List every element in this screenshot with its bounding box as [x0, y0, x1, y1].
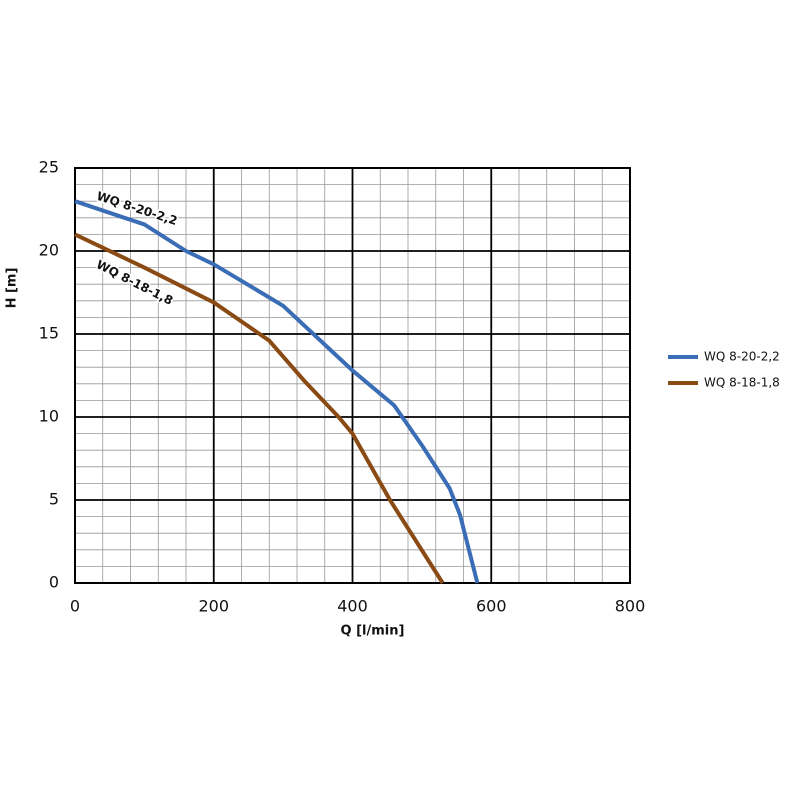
y-tick-label: 0: [49, 573, 59, 592]
y-axis-label: H [m]: [5, 268, 20, 309]
x-tick-label: 800: [615, 597, 646, 616]
x-tick-label: 400: [337, 597, 368, 616]
y-tick-label: 20: [39, 241, 59, 260]
y-tick-label: 5: [49, 490, 59, 509]
x-tick-label: 0: [70, 597, 80, 616]
legend-label: WQ 8-18-1,8: [704, 376, 780, 390]
y-tick-label: 15: [39, 324, 59, 343]
y-tick-label: 10: [39, 407, 59, 426]
series-line: [74, 232, 445, 585]
x-tick-label: 200: [198, 597, 229, 616]
series-line: [74, 199, 480, 584]
y-tick-label: 25: [39, 158, 59, 177]
plot-border: [74, 167, 631, 584]
legend-label: WQ 8-20-2,2: [704, 350, 780, 364]
x-tick-label: 600: [476, 597, 507, 616]
x-axis-label: Q [l/min]: [341, 624, 405, 639]
